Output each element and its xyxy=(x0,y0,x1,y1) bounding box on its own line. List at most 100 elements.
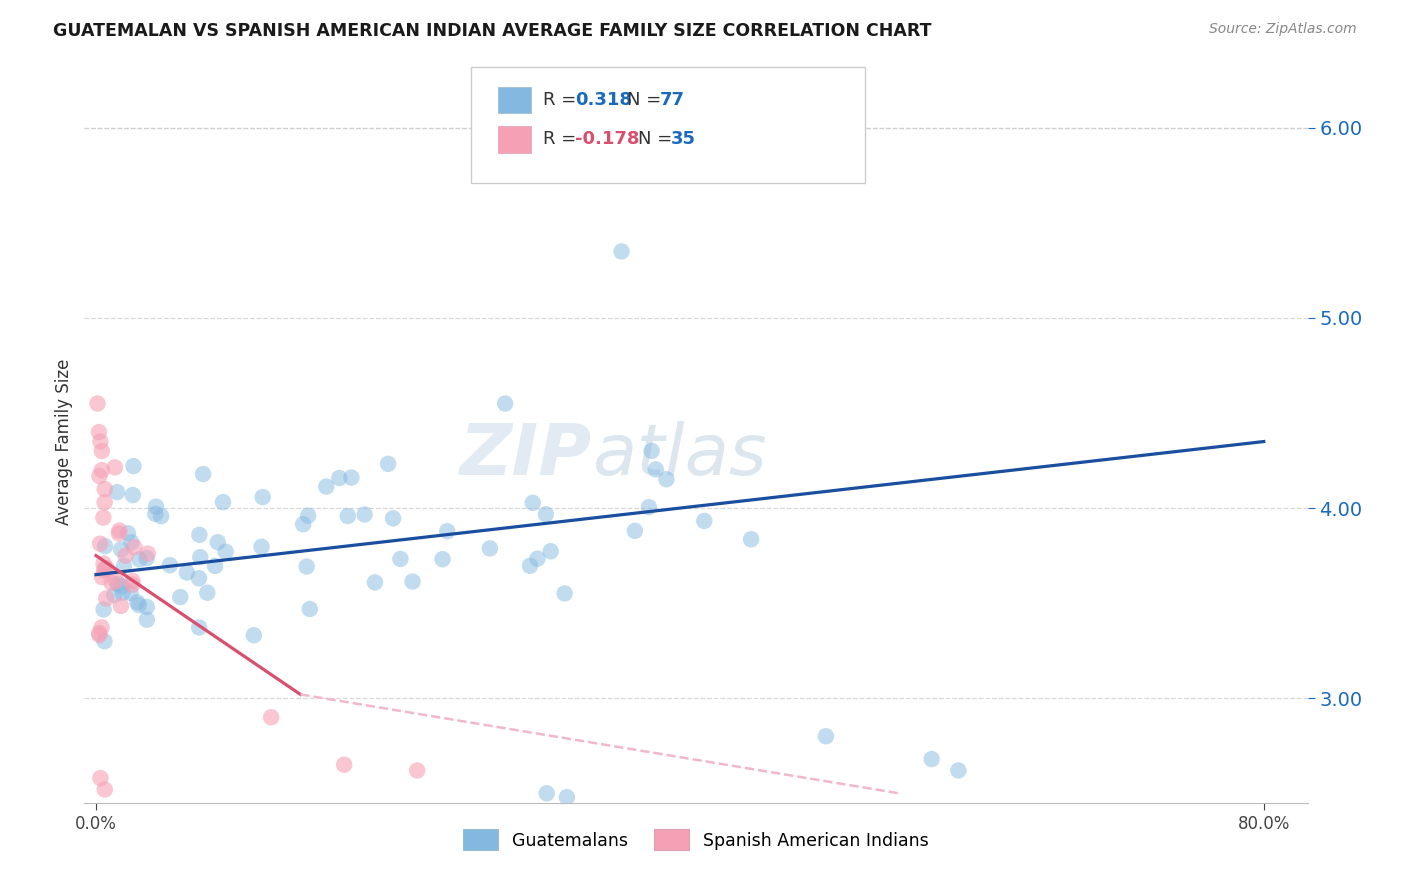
Point xyxy=(93,495,115,509)
Point xyxy=(96,561,118,575)
Point xyxy=(89,469,111,483)
Point xyxy=(292,517,315,532)
Point xyxy=(121,574,143,588)
Point xyxy=(540,544,562,558)
Text: -0.178: -0.178 xyxy=(575,130,640,148)
Point xyxy=(406,764,429,778)
Point xyxy=(333,757,356,772)
Point xyxy=(94,482,117,496)
Point xyxy=(693,514,716,528)
Point xyxy=(105,485,128,500)
Point xyxy=(640,444,662,458)
Text: 77: 77 xyxy=(659,91,685,109)
Point xyxy=(110,542,132,557)
Point xyxy=(111,586,134,600)
Point xyxy=(93,564,115,578)
Point xyxy=(536,786,558,800)
Point xyxy=(260,710,283,724)
Point xyxy=(655,472,678,486)
Point xyxy=(93,634,115,648)
Point xyxy=(104,460,127,475)
Point xyxy=(90,620,112,634)
Point xyxy=(94,782,117,797)
Point xyxy=(128,598,150,612)
Point xyxy=(117,526,139,541)
Point xyxy=(252,490,274,504)
Text: N =: N = xyxy=(638,130,678,148)
Point xyxy=(135,599,157,614)
Point xyxy=(87,626,110,640)
Point xyxy=(340,470,363,484)
Point xyxy=(382,511,405,525)
Point xyxy=(169,590,191,604)
Point xyxy=(93,557,115,571)
Point xyxy=(122,459,145,474)
Point xyxy=(89,434,111,449)
Text: R =: R = xyxy=(543,91,582,109)
Point xyxy=(135,551,157,566)
Point xyxy=(610,244,633,259)
Point xyxy=(90,463,112,477)
Point xyxy=(644,462,666,476)
Point xyxy=(93,602,115,616)
Text: ZIP: ZIP xyxy=(460,422,592,491)
Point xyxy=(215,545,238,559)
Point xyxy=(112,558,135,573)
Point xyxy=(100,576,122,591)
Point xyxy=(298,602,321,616)
Point xyxy=(534,508,557,522)
Point xyxy=(96,591,118,606)
Point xyxy=(207,535,229,549)
Point xyxy=(353,508,375,522)
Point xyxy=(624,524,647,538)
Point xyxy=(436,524,458,539)
Legend: Guatemalans, Spanish American Indians: Guatemalans, Spanish American Indians xyxy=(454,821,938,859)
Point xyxy=(555,790,578,805)
Point xyxy=(554,586,576,600)
Point xyxy=(195,585,218,599)
Point xyxy=(297,508,319,523)
Point xyxy=(94,539,117,553)
Point xyxy=(364,575,387,590)
Point xyxy=(432,552,454,566)
Text: Source: ZipAtlas.com: Source: ZipAtlas.com xyxy=(1209,22,1357,37)
Point xyxy=(87,425,110,439)
Point xyxy=(128,552,150,566)
Point xyxy=(143,507,166,521)
Point xyxy=(94,561,117,575)
Point xyxy=(105,574,128,588)
Point xyxy=(401,574,423,589)
Point xyxy=(191,467,214,481)
Point xyxy=(377,457,399,471)
Point xyxy=(90,444,112,458)
Point xyxy=(494,396,516,410)
Point xyxy=(86,396,108,410)
Point xyxy=(336,508,359,523)
Point xyxy=(188,620,211,634)
Point xyxy=(107,577,129,591)
Point xyxy=(91,570,114,584)
Point xyxy=(188,528,211,542)
Point xyxy=(188,550,211,565)
Point xyxy=(150,509,173,524)
Point xyxy=(204,558,226,573)
Point xyxy=(176,566,198,580)
Point xyxy=(108,526,131,541)
Point xyxy=(120,586,142,600)
Point xyxy=(145,500,167,514)
Point xyxy=(250,540,273,554)
Text: 35: 35 xyxy=(671,130,696,148)
Point xyxy=(91,510,114,524)
Point xyxy=(89,537,111,551)
Y-axis label: Average Family Size: Average Family Size xyxy=(55,359,73,524)
Text: 0.318: 0.318 xyxy=(575,91,633,109)
Point xyxy=(315,479,337,493)
Point xyxy=(948,764,970,778)
Text: GUATEMALAN VS SPANISH AMERICAN INDIAN AVERAGE FAMILY SIZE CORRELATION CHART: GUATEMALAN VS SPANISH AMERICAN INDIAN AV… xyxy=(53,22,932,40)
Point xyxy=(921,752,943,766)
Point xyxy=(124,540,146,554)
Point xyxy=(740,533,762,547)
Point xyxy=(478,541,501,556)
Point xyxy=(295,559,318,574)
Point xyxy=(328,471,350,485)
